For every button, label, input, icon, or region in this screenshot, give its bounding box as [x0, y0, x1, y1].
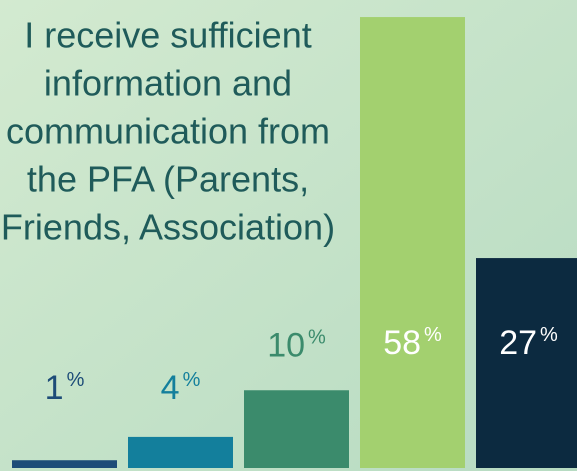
value-label: 58% — [383, 324, 442, 362]
chart-title: communication from — [6, 111, 330, 152]
bar — [128, 436, 233, 468]
bar — [360, 17, 465, 469]
value-label: 10% — [267, 326, 326, 364]
chart-title: the PFA (Parents, — [27, 159, 309, 200]
value-label: 1% — [45, 369, 85, 407]
chart-title: I receive sufficient — [24, 15, 311, 56]
chart-title: Friends, Association) — [1, 207, 335, 248]
bar — [12, 460, 117, 468]
value-label: 27% — [499, 324, 558, 362]
chart-title: information and — [44, 63, 292, 104]
value-label: 4% — [161, 369, 201, 407]
bar — [476, 258, 577, 468]
bar — [244, 390, 349, 468]
